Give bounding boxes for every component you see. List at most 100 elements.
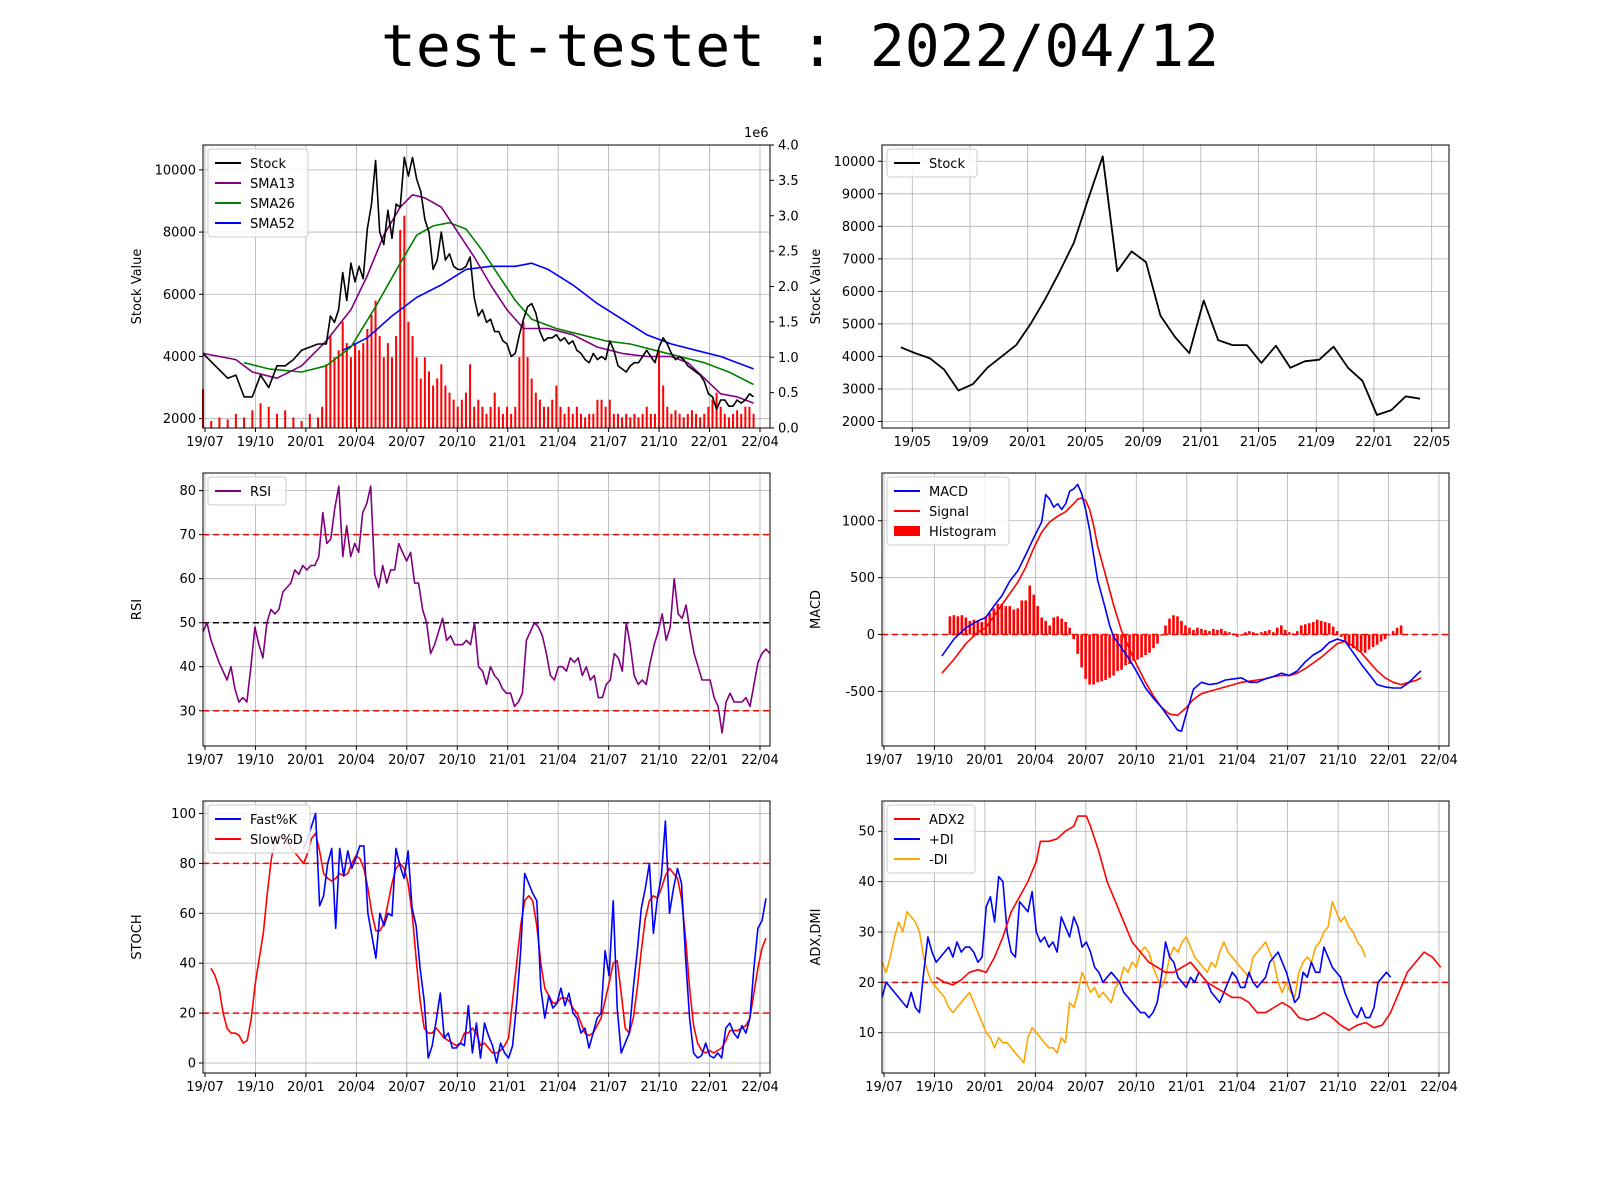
- histogram-bar: [1148, 634, 1151, 653]
- volume-bar: [469, 364, 472, 428]
- volume-bar: [341, 321, 344, 428]
- y-tick-label: 7000: [842, 252, 875, 267]
- histogram-bar: [1260, 632, 1263, 635]
- histogram-bar: [1347, 634, 1351, 646]
- histogram-bar: [1252, 632, 1255, 635]
- y-tick-label: 8000: [842, 220, 875, 235]
- histogram-bar: [1068, 627, 1071, 635]
- histogram-bar: [1044, 620, 1048, 635]
- volume-bar: [584, 417, 587, 428]
- volume-bar: [436, 378, 439, 428]
- y-tick-label: 10000: [155, 163, 196, 178]
- x-tick-label: 20/07: [1067, 753, 1104, 768]
- x-tick-label: 22/05: [1413, 435, 1450, 450]
- volume-bar: [732, 413, 735, 428]
- histogram-bar: [1307, 623, 1311, 635]
- volume-bar: [374, 300, 377, 428]
- histogram-bar: [1335, 631, 1339, 635]
- histogram-bar: [1152, 634, 1155, 649]
- volume-bar: [234, 413, 237, 428]
- histogram-bar: [1048, 625, 1052, 635]
- volume-bar: [530, 378, 533, 428]
- macd-panel: -500 0 500 1000 19/07 19/10 20/01 20/04 20/07 20/…: [809, 472, 1458, 768]
- volume-bar: [686, 413, 689, 428]
- histogram-bar: [976, 620, 980, 635]
- volume-bar: [506, 406, 509, 428]
- plus-di-line: [881, 875, 1392, 1019]
- histogram-bar: [1104, 634, 1107, 681]
- volume-bar: [395, 336, 398, 428]
- y-tick-label: 0: [867, 628, 875, 643]
- histogram-bar: [1323, 622, 1327, 635]
- histogram-bar: [1076, 634, 1079, 654]
- x-tick-label: 22/01: [691, 435, 728, 450]
- legend-box: [207, 476, 287, 506]
- x-tick-label: 20/04: [1017, 1080, 1054, 1095]
- volume-bar: [559, 406, 562, 428]
- histogram-bar: [1160, 634, 1163, 636]
- legend-label-fastk: Fast%K: [250, 813, 297, 828]
- x-tick-label: 22/04: [1420, 753, 1457, 768]
- legend-label-macd: MACD: [929, 485, 968, 500]
- volume-bar: [325, 364, 328, 428]
- histogram-bar: [956, 616, 960, 635]
- x-tick-label: 21/10: [1319, 1080, 1356, 1095]
- volume-bar: [711, 399, 714, 428]
- histogram-bar: [1124, 634, 1127, 666]
- volume-bar: [485, 413, 488, 428]
- volume-bar: [596, 399, 599, 428]
- y-tick-label: 4000: [163, 350, 196, 365]
- volume-bar: [452, 399, 455, 428]
- volume-bar: [538, 399, 541, 428]
- volume-bar: [493, 392, 496, 428]
- x-tick-label: 21/04: [539, 753, 576, 768]
- x-tick-label: 21/10: [1319, 753, 1356, 768]
- legend-box: [207, 148, 309, 238]
- volume-bar: [366, 328, 369, 428]
- histogram-bar: [1004, 606, 1008, 635]
- volume-bar: [415, 357, 418, 428]
- volume-bar: [621, 417, 624, 428]
- histogram-bar: [1299, 625, 1303, 635]
- x-tick-label: 21/05: [1240, 435, 1277, 450]
- histogram-bar: [1132, 634, 1135, 661]
- x-tick-label: 20/07: [388, 435, 425, 450]
- volume-bar: [662, 385, 665, 428]
- histogram-bar: [1216, 629, 1219, 635]
- volume-bar: [715, 392, 718, 428]
- y-tick-label: 1000: [842, 514, 875, 529]
- histogram-bar: [1184, 625, 1187, 635]
- histogram-bar: [1295, 631, 1299, 635]
- rsi-panel: 30 40 50 60 70 80 19/07 19/10 20/01 20/04 20/07 20/…: [130, 472, 779, 768]
- y-tick-label: 30: [179, 704, 196, 719]
- y-axis-label: Stock Value: [130, 249, 145, 325]
- volume-bar: [744, 406, 747, 428]
- volume-bar: [300, 420, 303, 428]
- volume-bar: [629, 417, 632, 428]
- y-tick-label: 100: [171, 807, 196, 822]
- x-tick-label: 22/04: [741, 1080, 778, 1095]
- signal-line: [941, 497, 1422, 717]
- volume-bar: [349, 357, 352, 428]
- volume-bar: [464, 392, 467, 428]
- y-tick-label: 50: [179, 616, 196, 631]
- histogram-bar: [1092, 634, 1095, 685]
- x-tick-label: 19/10: [916, 1080, 953, 1095]
- plot-frame: [881, 144, 1450, 429]
- plot-frame: [881, 472, 1450, 747]
- legend-label-plus-di: +DI: [929, 833, 954, 848]
- volume-bar: [399, 229, 402, 428]
- volume-bar: [337, 350, 340, 428]
- x-tick-label: 19/10: [916, 753, 953, 768]
- volume-bar: [403, 215, 406, 428]
- volume-bar: [600, 399, 603, 428]
- histogram-bar: [1136, 634, 1139, 660]
- volume-bar: [259, 403, 262, 428]
- volume-bar: [699, 417, 702, 428]
- legend-label-sma13: SMA13: [250, 177, 295, 192]
- histogram-bar: [1204, 629, 1207, 635]
- histogram-bar: [984, 616, 988, 635]
- histogram-bar: [1052, 617, 1055, 635]
- volume-bar: [382, 357, 385, 428]
- x-tick-label: 22/01: [1370, 1080, 1407, 1095]
